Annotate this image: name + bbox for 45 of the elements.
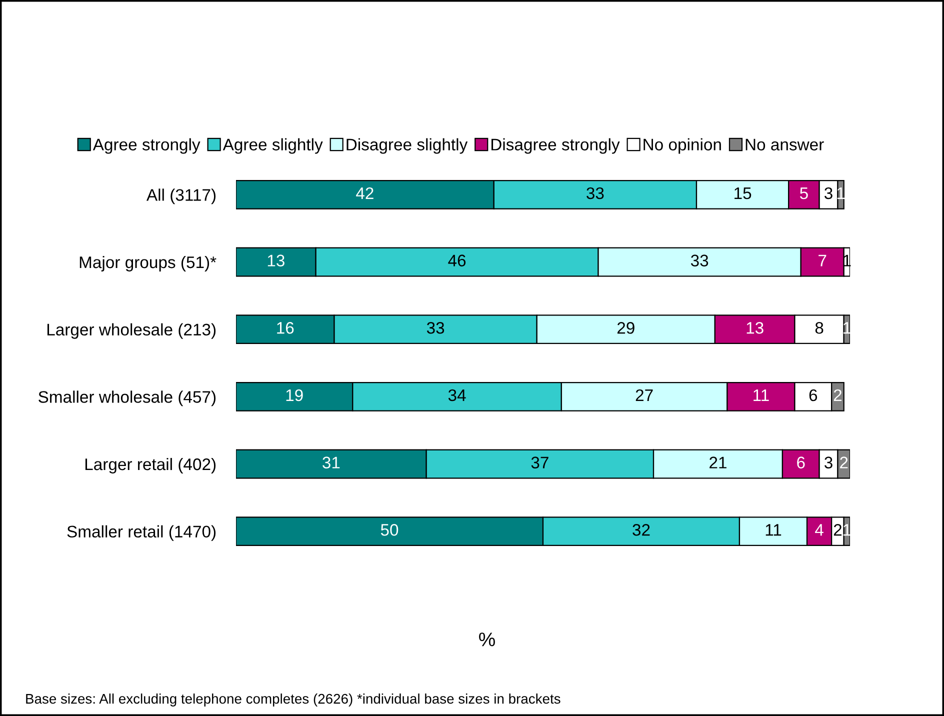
data-label: 31 [322,456,340,468]
data-label: 13 [746,322,764,334]
legend-label: Disagree strongly [491,138,620,154]
data-label: 3 [824,456,832,468]
x-axis-title: % [479,632,495,646]
data-label: 46 [448,254,466,266]
data-label: 21 [710,456,726,468]
data-label: 6 [797,456,805,468]
legend-label: No answer [746,138,824,150]
y-tick-label: Larger retail (402) [85,458,216,474]
legend-label: Agree slightly [222,138,323,154]
data-label: 8 [815,322,824,334]
y-tick-label: All (3117) [146,188,216,204]
data-label: 33 [586,187,604,200]
data-label: 2 [834,524,842,536]
data-label: 32 [632,524,650,536]
data-label: 11 [766,524,782,536]
legend-label: Agree strongly [92,138,200,154]
data-label: 5 [800,188,808,200]
legend-label: Disagree slightly [346,138,468,154]
data-label: 2 [834,389,842,401]
data-label: 11 [754,390,769,401]
data-label: 16 [277,322,294,334]
data-label: 27 [636,389,653,401]
data-label: 29 [617,322,634,334]
y-tick-label: Smaller retail (1470) [67,525,216,541]
data-label: 33 [426,322,444,334]
y-tick-label: Smaller wholesale (457) [38,390,216,406]
data-label: 34 [448,389,466,402]
data-label: 3 [824,187,832,200]
y-tick-label: Major groups (51)* [80,256,216,272]
text: Base sizes: All excluding telephone completes (2626) *individual base sizes in brackets [26,694,560,706]
data-label: 19 [286,389,303,402]
data-label: 6 [809,389,818,402]
data-label: 4 [815,524,824,536]
data-label: 42 [356,187,374,199]
data-label: 37 [531,456,548,468]
legend-label: No opinion [644,138,721,154]
data-label: 33 [690,254,708,266]
data-label: 15 [734,188,752,200]
data-label: 50 [380,524,398,536]
data-label: 2 [840,456,848,468]
data-label: 13 [268,254,284,266]
data-label: 7 [818,254,826,266]
y-tick-label: Larger wholesale (213) [47,323,216,339]
